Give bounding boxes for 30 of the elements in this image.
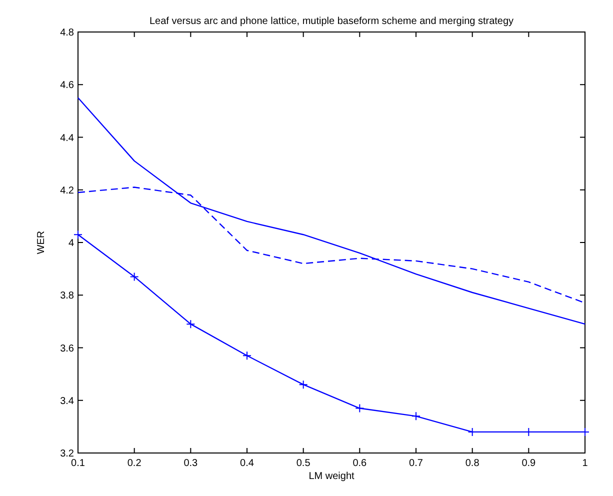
x-tick-label: 0.8 bbox=[465, 458, 480, 469]
y-tick-label: 4 bbox=[68, 238, 74, 249]
y-tick-label: 3.6 bbox=[60, 343, 74, 354]
y-axis-title: WER bbox=[36, 230, 47, 254]
x-tick-label: 0.2 bbox=[127, 458, 142, 469]
y-tick-label: 3.2 bbox=[60, 448, 74, 460]
x-tick-label: 0.6 bbox=[352, 458, 368, 469]
x-tick-label: 0.9 bbox=[522, 458, 536, 469]
x-tick-label: 0.7 bbox=[409, 458, 424, 469]
x-tick-label: 0.5 bbox=[296, 458, 311, 469]
x-tick-label: 0.1 bbox=[71, 458, 86, 469]
point bbox=[130, 272, 139, 282]
x-tick-label: 1 bbox=[582, 458, 588, 469]
y-tick-label: 3.8 bbox=[60, 290, 74, 302]
line-series bbox=[77, 97, 586, 325]
point bbox=[74, 230, 82, 240]
x-tick-label: 0.3 bbox=[184, 458, 198, 469]
y-tick-label: 4.2 bbox=[60, 185, 74, 196]
y-tick-label: 3.4 bbox=[60, 396, 74, 407]
x-axis-title: LM weight bbox=[308, 471, 355, 482]
y-tick-label: 4.8 bbox=[60, 28, 74, 38]
x-tick-label: 0.4 bbox=[240, 458, 254, 469]
y-tick-label: 4.4 bbox=[60, 132, 74, 144]
point bbox=[186, 320, 196, 329]
chart-title: Leaf versus arc and phone lattice, mutiple baseform scheme and merging strategy bbox=[149, 16, 514, 27]
point bbox=[242, 351, 252, 360]
y-tick-label: 4.6 bbox=[60, 80, 74, 92]
point bbox=[298, 380, 308, 390]
point bbox=[355, 404, 364, 413]
point bbox=[412, 412, 420, 421]
